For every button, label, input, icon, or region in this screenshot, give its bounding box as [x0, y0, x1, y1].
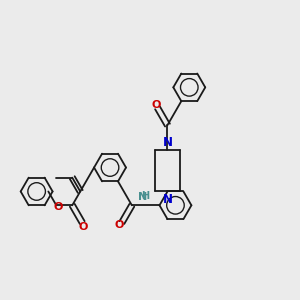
Text: N: N	[163, 193, 172, 206]
Text: O: O	[79, 222, 88, 232]
Text: N: N	[163, 136, 172, 148]
Text: O: O	[54, 202, 63, 212]
Text: O: O	[152, 100, 161, 110]
Text: O: O	[114, 220, 124, 230]
Text: H: H	[142, 191, 150, 201]
Text: N: N	[138, 192, 148, 202]
